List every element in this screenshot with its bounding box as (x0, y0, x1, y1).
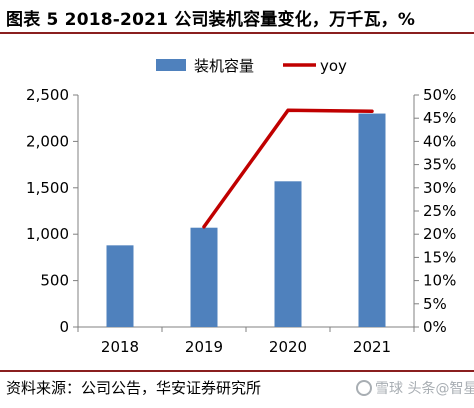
y-left-tick-label: 0 (59, 318, 69, 336)
bar-2021 (358, 113, 386, 327)
x-tick-label: 2020 (269, 338, 307, 356)
y-right-tick-label: 45% (423, 109, 456, 127)
bar-2019 (190, 227, 218, 327)
x-tick-label: 2018 (101, 338, 139, 356)
y-left-tick-label: 2,000 (26, 132, 69, 150)
y-left-tick-label: 2,500 (26, 86, 69, 104)
y-right-tick-label: 10% (423, 272, 456, 290)
chart-title: 图表 5 2018-2021 公司装机容量变化，万千瓦，% (6, 10, 416, 30)
y-left-tick-label: 1,500 (26, 179, 69, 197)
y-right-tick-label: 20% (423, 225, 456, 243)
legend-bar-label: 装机容量 (194, 57, 254, 75)
source-note: 资料来源：公司公告，华安证券研究所 (6, 379, 262, 397)
x-tick-label: 2021 (353, 338, 391, 356)
watermark-text: 雪球 头条@智星 (375, 381, 474, 397)
x-tick-label: 2019 (185, 338, 223, 356)
watermark: 雪球 头条@智星 (356, 378, 474, 398)
bar-2020 (274, 181, 302, 327)
chart: 0 500 1,000 1,500 2,000 2,500 0% 5% 10% 15% 20% 25%… (26, 57, 456, 356)
y-right-tick-label: 40% (423, 132, 456, 150)
y-right-tick-label: 25% (423, 202, 456, 220)
y-left-tick-label: 500 (40, 272, 69, 290)
yoy-point-2021 (370, 109, 374, 113)
snowball-logo-icon (356, 380, 372, 396)
yoy-point-2019 (202, 225, 206, 229)
y-right-tick-label: 5% (423, 295, 447, 313)
legend-line-label: yoy (320, 57, 347, 75)
y-left-tick-label: 1,000 (26, 225, 69, 243)
y-right-tick-label: 50% (423, 86, 456, 104)
y-right-tick-label: 0% (423, 318, 447, 336)
y-right-tick-label: 30% (423, 179, 456, 197)
title-bar: 图表 5 2018-2021 公司装机容量变化，万千瓦，% (0, 0, 474, 34)
bar-2018 (106, 245, 134, 327)
y-right-tick-label: 35% (423, 156, 456, 174)
footer-divider (0, 370, 474, 372)
yoy-point-2020 (286, 108, 290, 112)
y-right-tick-label: 15% (423, 248, 456, 266)
legend-bar-swatch (156, 59, 186, 71)
